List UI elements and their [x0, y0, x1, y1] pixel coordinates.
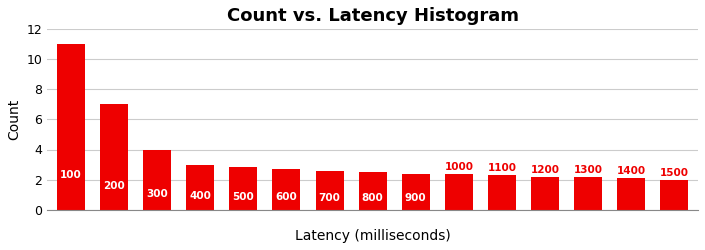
Text: 600: 600 [276, 192, 298, 202]
Bar [574, 176, 602, 210]
Text: 1100: 1100 [487, 163, 517, 173]
X-axis label: Latency (milliseconds): Latency (milliseconds) [295, 229, 450, 243]
Text: 700: 700 [319, 192, 341, 202]
Text: 1200: 1200 [531, 165, 560, 175]
Bar [186, 164, 214, 210]
Bar [229, 167, 257, 210]
Bar [272, 169, 300, 209]
Bar [661, 180, 688, 210]
Text: 400: 400 [190, 192, 212, 202]
Bar [316, 170, 343, 209]
Bar [143, 150, 171, 210]
Bar [402, 174, 430, 210]
Bar [531, 176, 559, 210]
Text: 900: 900 [405, 193, 427, 203]
Text: 100: 100 [60, 170, 82, 180]
Text: 1000: 1000 [444, 162, 473, 172]
Text: 1400: 1400 [617, 166, 646, 176]
Text: 300: 300 [146, 189, 168, 199]
Text: 800: 800 [362, 193, 384, 203]
Bar [488, 175, 516, 210]
Bar [445, 174, 473, 210]
Bar [359, 172, 386, 210]
Title: Count vs. Latency Histogram: Count vs. Latency Histogram [226, 7, 519, 25]
Text: 1500: 1500 [660, 168, 689, 178]
Text: 500: 500 [233, 192, 255, 202]
Bar [618, 178, 645, 210]
Text: 1300: 1300 [574, 165, 603, 175]
Text: 200: 200 [103, 181, 125, 191]
Bar [100, 104, 128, 210]
Y-axis label: Count: Count [7, 99, 21, 140]
Bar [57, 44, 85, 210]
